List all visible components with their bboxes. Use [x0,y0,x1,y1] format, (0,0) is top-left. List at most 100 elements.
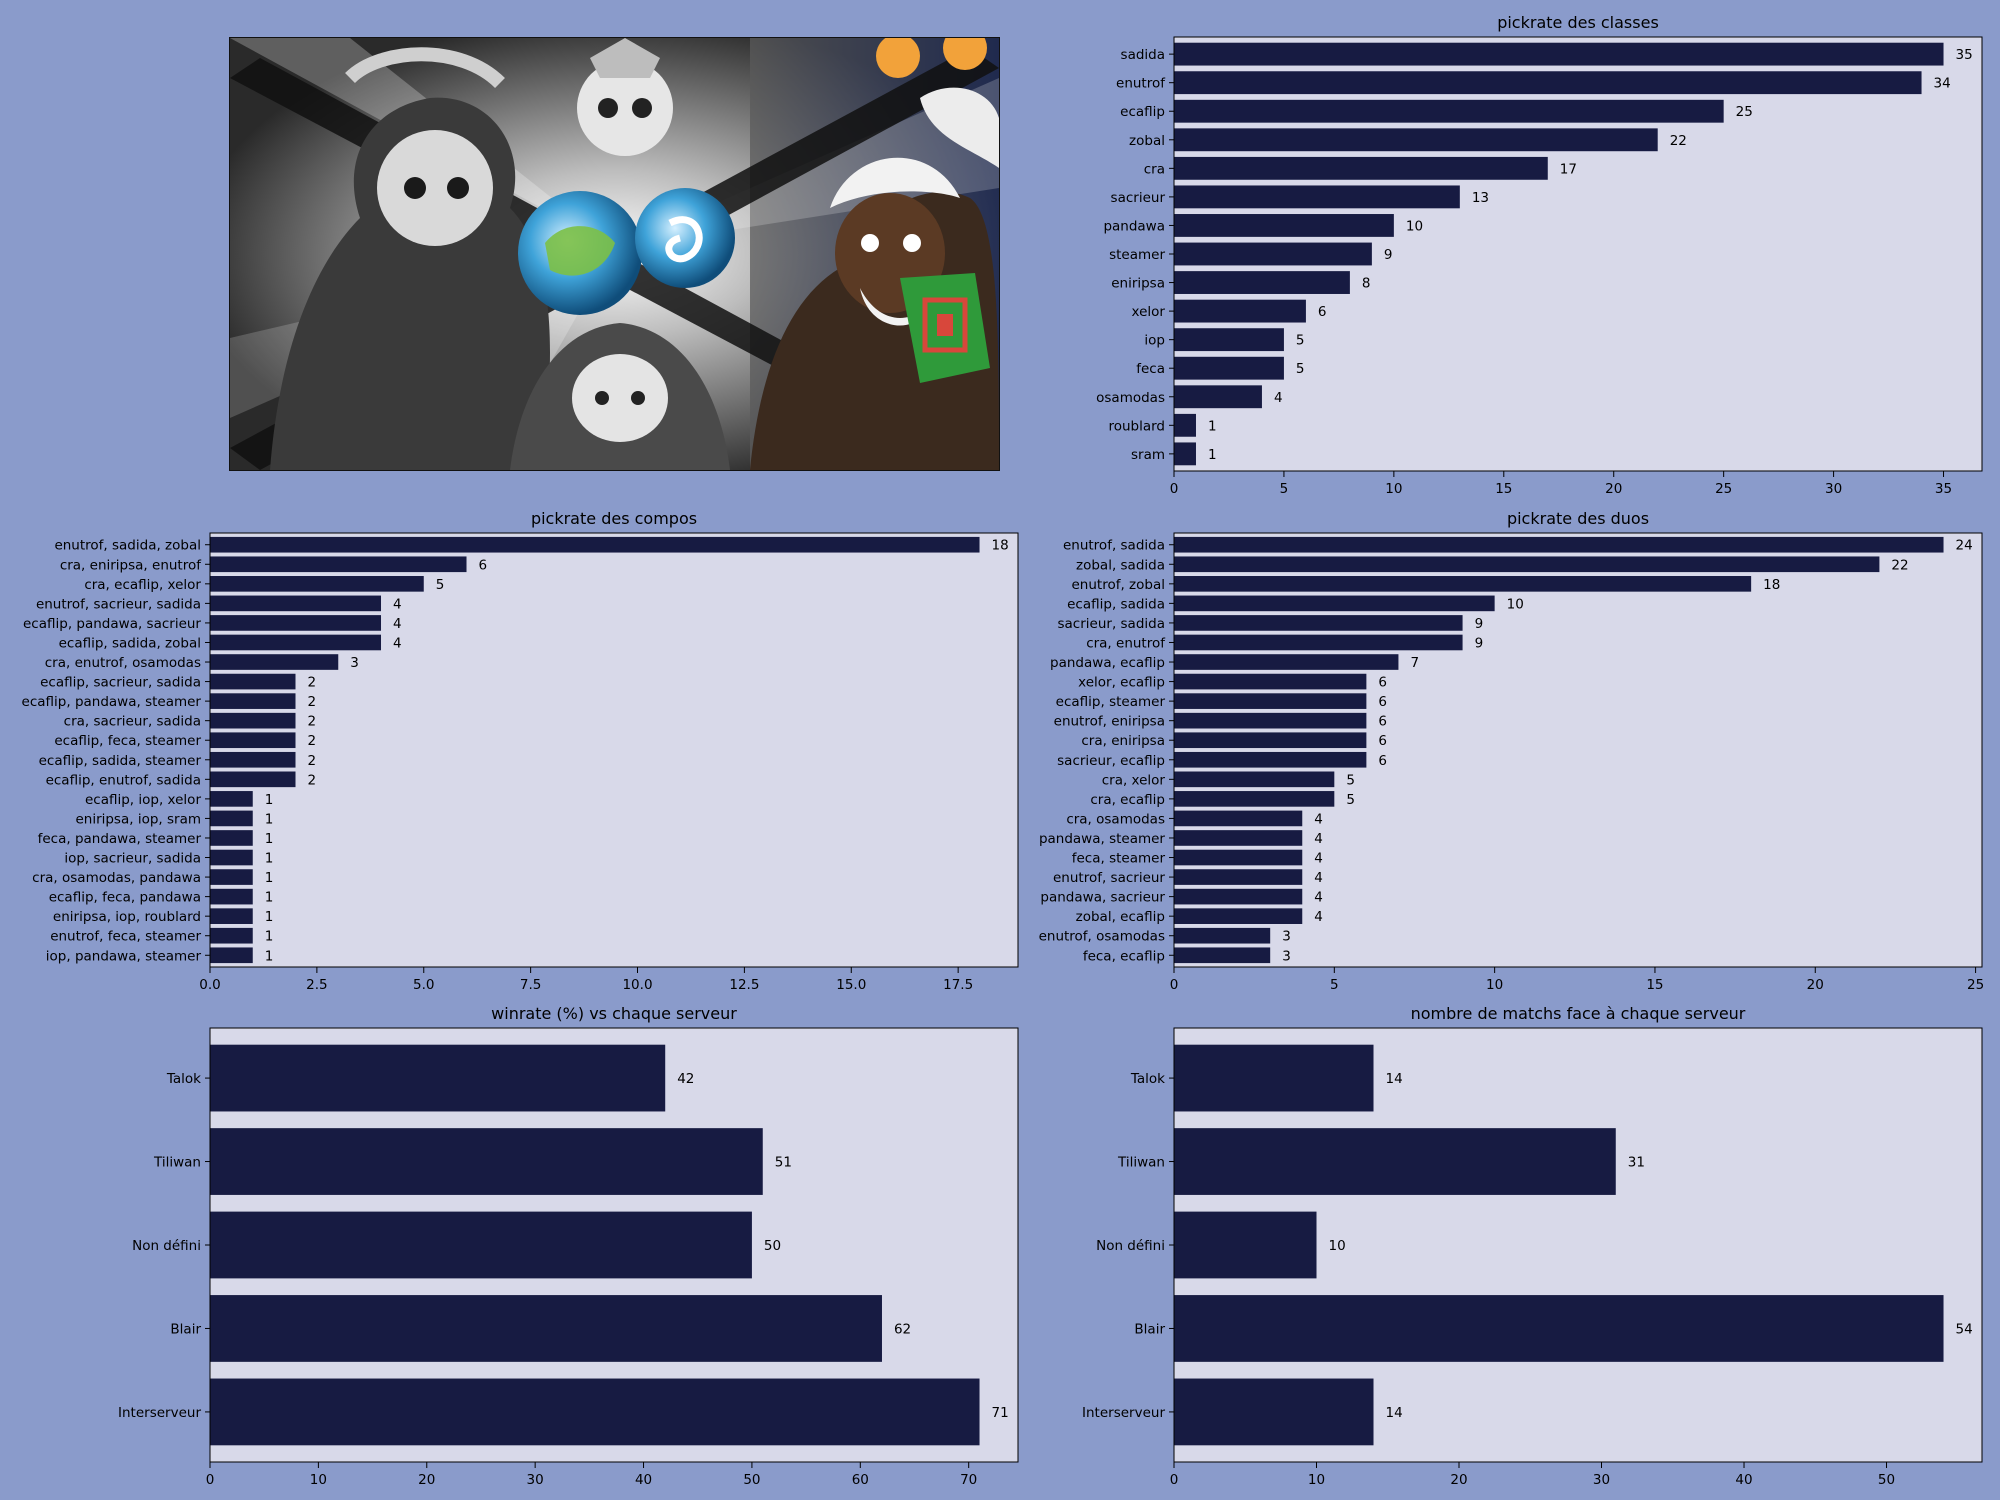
chart-compos-category-label: iop, sacrieur, sadida [64,851,201,867]
chart-compos-bar [210,634,382,651]
chart-compos-data-label: 2 [308,733,317,749]
chart-compos-bar [210,673,296,690]
chart-classes-xtick-label: 0 [1170,481,1179,497]
chart-classes-bar [1174,442,1196,466]
chart-classes-bar [1174,356,1284,380]
chart-duos-category-label: enutrof, sadida [1063,538,1165,554]
chart-winrate-category-label: Interserveur [118,1405,201,1421]
chart-classes-bar [1174,71,1922,95]
chart-winrate-category-label: Talok [166,1071,201,1087]
chart-classes-bar [1174,128,1658,152]
chart-compos-bar [210,810,253,827]
chart-classes-data-label: 13 [1472,190,1489,206]
chart-duos-bar [1174,849,1303,866]
chart-matchs-frame [1173,1027,1983,1463]
chart-compos-data-label: 4 [393,635,402,651]
chart-winrate-category-label: Tiliwan [153,1155,201,1171]
chart-duos-data-label: 6 [1378,753,1387,769]
chart-compos-bar [210,927,253,944]
chart-compos-data-label: 4 [393,616,402,632]
chart-compos-category-label: cra, ecaflip, xelor [84,577,201,593]
chart-winrate-xtick-label: 10 [310,1472,327,1488]
chart-duos-bar [1174,927,1271,944]
chart-matchs-data-label: 14 [1386,1405,1403,1421]
chart-compos-bar [210,791,253,807]
chart-duos-data-label: 4 [1314,890,1323,906]
chart-duos-category-label: xelor, ecaflip [1078,675,1165,691]
chart-duos-bar [1174,791,1335,807]
chart-classes-data-label: 4 [1274,390,1283,406]
chart-duos-bar [1174,888,1303,905]
chart-compos-data-label: 1 [265,792,274,808]
chart-compos-data-label: 1 [265,831,274,847]
chart-classes-category-label: enutrof [1116,76,1166,92]
chart-matchs-category-label: Tiliwan [1117,1155,1165,1171]
chart-duos-bar [1174,615,1463,631]
chart-classes-data-label: 5 [1296,361,1305,377]
chart-duos-bar [1174,869,1303,885]
chart-duos-category-label: zobal, ecaflip [1076,909,1165,925]
chart-compos-category-label: ecaflip, feca, steamer [54,733,201,749]
chart-duos-category-label: enutrof, zobal [1072,577,1166,593]
chart-matchs-category-label: Talok [1130,1071,1165,1087]
chart-matchs-category-label: Interserveur [1082,1405,1165,1421]
chart-compos-data-label: 1 [265,870,274,886]
chart-duos-bar [1174,830,1303,846]
chart-duos-bar [1174,908,1303,924]
chart-classes-data-label: 1 [1208,418,1217,434]
chart-duos-frame [1173,532,1983,968]
chart-winrate-title: winrate (%) vs chaque serveur [491,1004,737,1023]
chart-compos-data-label: 18 [992,538,1009,554]
chart-compos-xtick-label: 0.0 [199,977,220,993]
chart-duos-xtick-label: 20 [1807,977,1824,993]
chart-matchs-data-label: 14 [1386,1071,1403,1087]
chart-duos-category-label: enutrof, eniripsa [1054,714,1165,730]
chart-compos-category-label: cra, osamodas, pandawa [32,870,201,886]
chart-duos-category-label: sacrieur, sadida [1058,616,1166,632]
chart-duos-category-label: cra, eniripsa [1081,733,1165,749]
chart-duos-bar [1174,595,1495,612]
chart-compos-bar [210,751,296,768]
chart-duos-data-label: 9 [1475,635,1484,651]
chart-matchs-xtick-label: 10 [1308,1472,1325,1488]
chart-classes-category-label: iop [1144,333,1165,349]
chart-duos-data-label: 18 [1763,577,1780,593]
chart-classes-category-label: sram [1131,447,1165,463]
chart-duos-data-label: 9 [1475,616,1484,632]
chart-duos-bar [1174,810,1303,827]
chart-winrate-xtick-label: 20 [418,1472,435,1488]
chart-compos-data-label: 2 [308,753,317,769]
chart-compos-category-label: ecaflip, sadida, zobal [59,635,201,651]
chart-classes-xtick-label: 35 [1935,481,1952,497]
chart-compos-bar [210,615,382,631]
chart-duos-bar [1174,634,1463,651]
chart-duos-data-label: 5 [1346,792,1355,808]
chart-duos-data-label: 6 [1378,714,1387,730]
chart-matchs-bar [1174,1211,1317,1279]
chart-duos-data-label: 3 [1282,929,1291,945]
chart-duos-category-label: enutrof, osamodas [1039,929,1165,945]
chart-matchs-xtick-label: 40 [1735,1472,1752,1488]
chart-compos-xtick-label: 10.0 [622,977,652,993]
chart-matchs-category-label: Blair [1134,1321,1165,1337]
chart-compos-bar [210,693,296,709]
chart-compos-data-label: 2 [308,714,317,730]
chart-compos-category-label: ecaflip, feca, pandawa [49,890,201,906]
chart-duos-data-label: 10 [1507,596,1524,612]
chart-classes-xtick-label: 15 [1495,481,1512,497]
chart-classes-bar [1174,156,1548,180]
chart-compos-category-label: ecaflip, enutrof, sadida [46,772,201,788]
chart-compos-bar [210,556,467,573]
chart-classes-data-label: 35 [1956,47,1973,63]
chart-compos-xtick-label: 7.5 [520,977,541,993]
chart-duos-xtick-label: 15 [1646,977,1663,993]
chart-classes-bar [1174,328,1284,352]
chart-classes-category-label: osamodas [1096,390,1165,406]
chart-matchs-bar [1174,1128,1616,1195]
chart-classes-data-label: 5 [1296,333,1305,349]
chart-duos-data-label: 4 [1314,851,1323,867]
chart-classes-bar [1174,385,1262,409]
chart-matchs-title: nombre de matchs face à chaque serveur [1411,1004,1746,1023]
chart-duos-data-label: 3 [1282,948,1291,964]
